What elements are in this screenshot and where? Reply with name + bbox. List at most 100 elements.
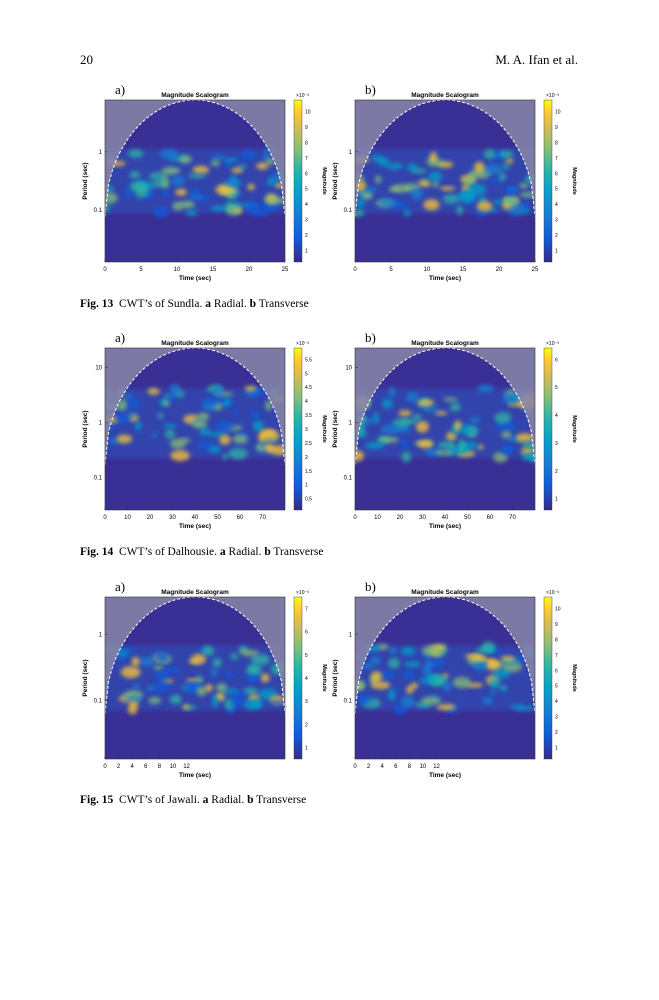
caption-label: Fig. 13 <box>80 298 113 310</box>
energy-blob <box>199 427 211 436</box>
caption-text: CWT’s of Jawali. <box>119 794 200 806</box>
colorbar-tick-label: 9 <box>555 125 558 131</box>
plot-title: Magnitude Scalogram <box>411 92 479 99</box>
x-tick-label: 8 <box>408 764 412 770</box>
energy-blob <box>131 656 140 667</box>
energy-blob <box>474 161 485 173</box>
energy-blob <box>211 155 226 161</box>
energy-blob <box>125 187 132 199</box>
plot-frame <box>104 99 286 263</box>
caption-part-text: Radial. <box>214 298 247 310</box>
colorbar-tick-label: 8 <box>305 140 308 146</box>
energy-blob <box>356 694 371 705</box>
colorbar-tick-label: 9 <box>555 622 558 628</box>
energy-blob <box>154 670 170 682</box>
plot-area <box>105 348 285 510</box>
energy-blob <box>215 420 235 433</box>
energy-blob <box>146 685 156 692</box>
energy-blob <box>266 157 275 166</box>
energy-blob <box>406 163 418 172</box>
colorbar-tick-label: 6 <box>305 171 308 177</box>
energy-blob <box>247 183 256 191</box>
energy-blob <box>498 150 514 158</box>
energy-blob <box>185 209 198 217</box>
x-tick-label: 25 <box>532 267 539 273</box>
energy-blob <box>123 696 142 702</box>
plot-area <box>355 100 535 262</box>
energy-blob <box>191 653 206 665</box>
colorbar-tick-label: 9 <box>305 125 308 131</box>
energy-blob <box>400 647 416 656</box>
x-tick-label: 0 <box>103 267 107 273</box>
y-tick-label: 0.1 <box>94 208 103 214</box>
caption-part-letter: b <box>250 298 256 310</box>
energy-blob <box>425 659 433 670</box>
scalogram-panel: a) Magnitude Scalogram 10 1 0.1 0 10 20 30 40 50 60… <box>82 330 327 530</box>
energy-blob <box>152 651 169 663</box>
caption-label: Fig. 15 <box>80 794 113 806</box>
colorbar-tick-label: 5 <box>555 385 558 391</box>
energy-blob <box>117 399 128 411</box>
colorbar-tick-label: 0.5 <box>305 497 312 503</box>
energy-blob <box>355 209 365 217</box>
energy-blob <box>195 675 203 683</box>
y-tick-label: 10 <box>345 365 352 371</box>
energy-blob <box>179 200 195 209</box>
x-tick-label: 2 <box>117 764 121 770</box>
energy-blob <box>180 437 191 443</box>
energy-blob <box>428 171 443 182</box>
energy-blob <box>126 393 133 400</box>
energy-blob <box>501 444 513 454</box>
colorbar-tick-label: 5 <box>555 187 558 193</box>
panel-letter: a) <box>115 330 125 345</box>
energy-blob <box>493 452 508 463</box>
panel-letter: b) <box>365 579 376 594</box>
cone-of-influence <box>355 100 535 217</box>
energy-blob <box>169 694 182 705</box>
caption-part-text: Transverse <box>256 794 306 806</box>
colorbar-label: Magnitude <box>571 664 577 692</box>
energy-blob <box>493 199 503 206</box>
x-tick-label: 6 <box>394 764 398 770</box>
energy-blob <box>496 420 517 432</box>
energy-blob <box>393 704 407 715</box>
energy-blob <box>417 399 435 407</box>
colorbar-exponent: ×10⁻³ <box>296 590 309 596</box>
y-tick-label: 0.1 <box>94 699 103 705</box>
energy-blob <box>114 412 131 424</box>
energy-blob <box>467 183 487 196</box>
energy-blob <box>162 189 170 197</box>
x-axis-label: Time (sec) <box>429 523 461 530</box>
x-tick-label: 60 <box>237 515 244 521</box>
x-tick-label: 70 <box>509 515 516 521</box>
energy-blob <box>498 172 506 182</box>
energy-blob <box>423 199 440 211</box>
y-tick-label: 1 <box>99 632 103 638</box>
energy-blob <box>169 384 181 395</box>
y-tick-label: 1 <box>99 150 103 156</box>
energy-blob <box>421 645 442 657</box>
energy-blob <box>522 441 535 449</box>
energy-blob <box>251 698 263 709</box>
x-tick-label: 5 <box>139 267 143 273</box>
energy-blob <box>406 685 414 695</box>
energy-blob <box>211 666 218 678</box>
cone-of-influence-shade <box>105 100 285 217</box>
cone-of-influence <box>355 348 535 465</box>
plot-area <box>355 348 535 510</box>
energy-blob <box>127 398 140 411</box>
colorbar-tick-label: 1.5 <box>305 469 312 475</box>
caption-part-letter: b <box>264 546 270 558</box>
colorbar-tick-label: 10 <box>555 606 561 612</box>
colorbar-tick-label: 7 <box>555 156 558 162</box>
plot-title: Magnitude Scalogram <box>411 340 479 347</box>
energy-blob <box>468 171 476 178</box>
colorbar-tick-label: 4 <box>305 676 308 682</box>
colorbar-tick-label: 2 <box>555 730 558 736</box>
energy-blob <box>127 705 138 715</box>
y-tick-label: 1 <box>349 632 353 638</box>
x-tick-label: 12 <box>433 764 440 770</box>
energy-blob <box>360 191 373 200</box>
colorbar <box>543 596 553 760</box>
